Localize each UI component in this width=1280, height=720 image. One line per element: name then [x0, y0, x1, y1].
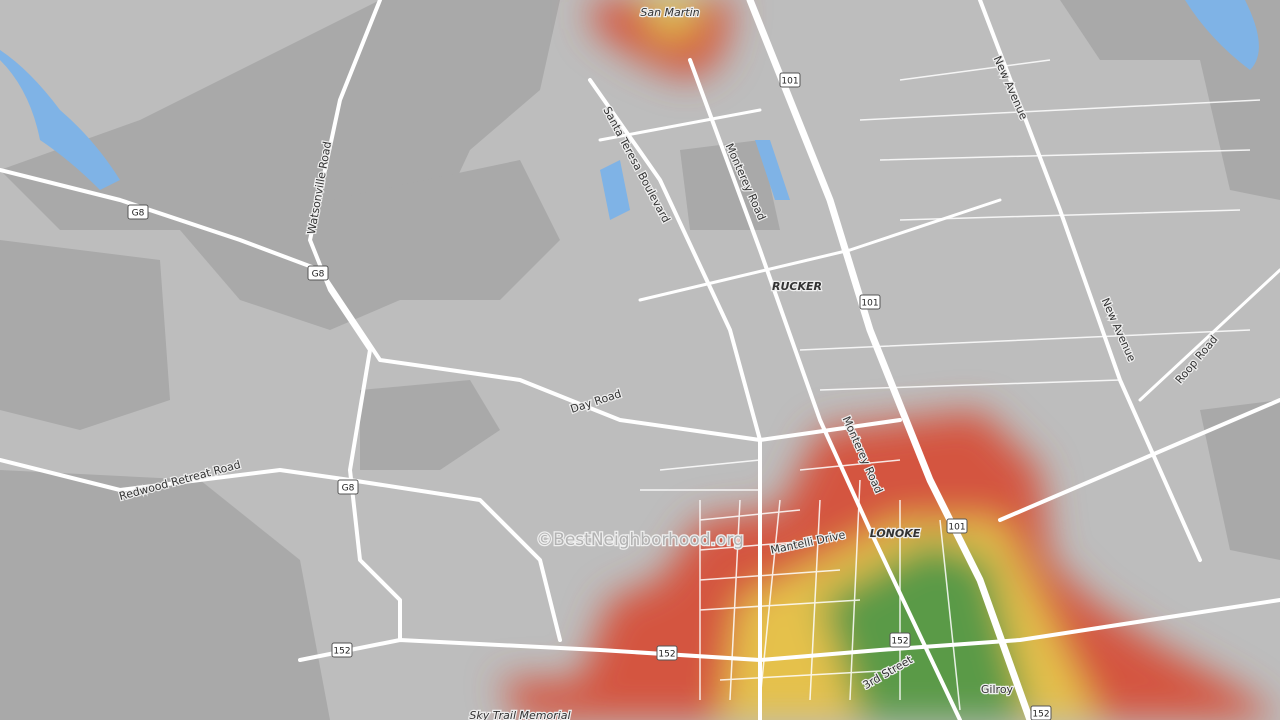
road-shield: 152 — [889, 632, 911, 648]
shields: 101 101 101 G8 G8 G8 152 152 152 152 — [127, 72, 1052, 720]
shield-box — [889, 632, 911, 648]
shield-box — [1030, 705, 1052, 720]
road-shield: 101 — [779, 72, 801, 88]
shield-label: 152 — [1032, 710, 1049, 720]
shield-box — [656, 645, 678, 661]
road-shield: G8 — [307, 265, 329, 281]
heatmap — [500, 0, 1280, 720]
place-label: San Martin — [640, 6, 699, 19]
road-shield: G8 — [127, 204, 149, 220]
shield-label: G8 — [132, 209, 145, 219]
water — [0, 0, 1259, 220]
shield-box — [779, 72, 801, 88]
road-shield: 101 — [946, 518, 968, 534]
shield-label: 152 — [658, 650, 675, 660]
road-shield: G8 — [337, 479, 359, 495]
road-shield: 152 — [656, 645, 678, 661]
shield-label: 152 — [333, 647, 350, 657]
shield-label: 101 — [781, 77, 798, 87]
shield-label: G8 — [312, 270, 325, 280]
shield-box — [337, 479, 359, 495]
shield-box — [127, 204, 149, 220]
road-shield: 152 — [1030, 705, 1052, 720]
place-label: Gilroy — [981, 683, 1014, 696]
shield-label: 101 — [861, 299, 878, 309]
shield-label: G8 — [342, 484, 355, 494]
shield-box — [946, 518, 968, 534]
road-shield: 152 — [331, 642, 353, 658]
place-label: RUCKER — [772, 280, 822, 293]
place-label: LONOKE — [870, 527, 921, 540]
shield-box — [331, 642, 353, 658]
shield-box — [859, 294, 881, 310]
shield-label: 152 — [891, 637, 908, 647]
shield-label: 101 — [948, 523, 965, 533]
shield-box — [307, 265, 329, 281]
road-label: Sky Trail Memorial — [469, 709, 570, 720]
road-shield: 101 — [859, 294, 881, 310]
watermark: ©BestNeighborhood.org — [536, 530, 744, 550]
